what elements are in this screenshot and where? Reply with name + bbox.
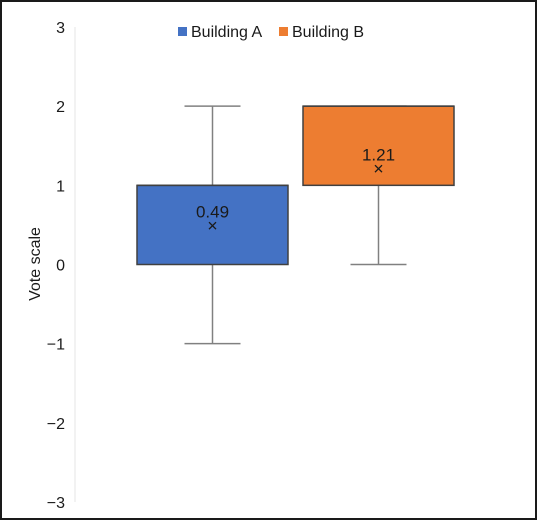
legend-swatch-building-a: [178, 27, 187, 36]
y-tick-label: 2: [56, 99, 65, 116]
legend-swatch-building-b: [279, 27, 288, 36]
y-tick-label: 1: [56, 178, 65, 195]
legend: Building A Building B: [178, 24, 364, 41]
y-tick-label: 3: [56, 20, 65, 37]
building-b-mean-marker: [374, 164, 383, 173]
building-a-mean-marker: [208, 221, 217, 230]
y-tick-label: −2: [47, 416, 65, 433]
y-tick-labels: 3 2 1 0 −1 −2 −3: [47, 20, 65, 512]
y-tick-label: 0: [56, 258, 65, 275]
legend-label-building-a: Building A: [191, 24, 262, 41]
legend-label-building-b: Building B: [292, 24, 364, 41]
y-tick-label: −3: [47, 495, 65, 512]
building-a-mean-label: 0.49: [196, 203, 229, 222]
box-series-group: 0.49 1.21: [136, 105, 455, 345]
building-b-box: [302, 105, 455, 187]
building-b-mean-label: 1.21: [362, 146, 395, 165]
y-axis-label: Vote scale: [27, 227, 44, 301]
y-tick-label: −1: [47, 337, 65, 354]
